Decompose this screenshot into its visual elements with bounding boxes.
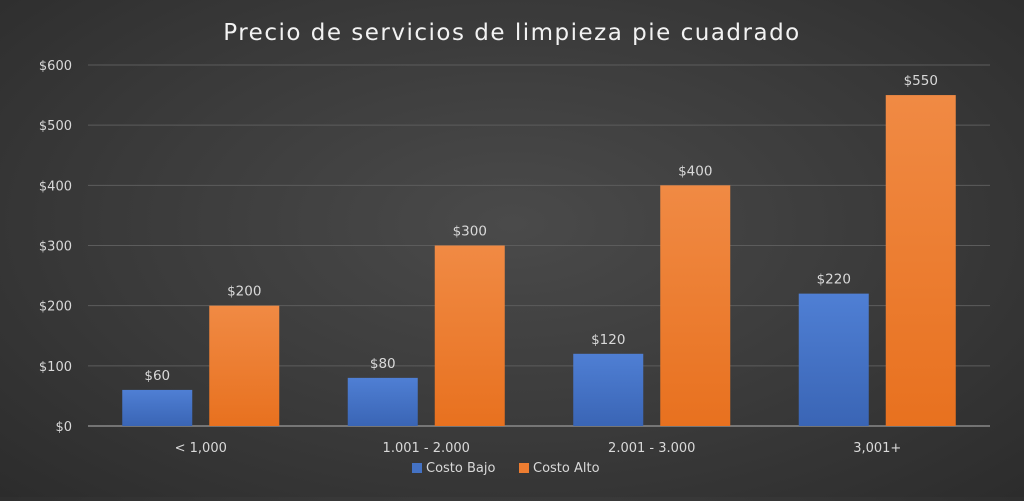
y-axis-ticks: $0 $100 $200 $300 $400 $500 $600	[39, 59, 72, 435]
y-tick-label: $200	[39, 300, 72, 315]
x-tick-label: < 1,000	[175, 441, 227, 456]
y-tick-label: $500	[39, 119, 72, 134]
bar-costo-alto	[434, 245, 505, 426]
chart-title: Precio de servicios de limpieza pie cuad…	[223, 20, 801, 46]
y-tick-label: $0	[55, 420, 72, 435]
data-label: $400	[678, 163, 712, 179]
data-label: $550	[904, 73, 938, 89]
bar-costo-bajo	[347, 377, 418, 426]
legend-swatch	[519, 463, 529, 473]
data-label: $220	[817, 272, 851, 288]
data-label: $200	[227, 284, 261, 300]
bars	[122, 95, 956, 426]
x-tick-label: 3,001+	[853, 441, 901, 456]
y-tick-label: $600	[39, 59, 72, 74]
bar-costo-bajo	[798, 293, 869, 426]
data-label: $300	[453, 224, 487, 240]
legend-label: Costo Alto	[533, 461, 600, 476]
legend-swatch	[412, 463, 422, 473]
data-label: $80	[370, 356, 396, 372]
legend-label: Costo Bajo	[426, 461, 495, 476]
x-axis-ticks: < 1,000 1.001 - 2.000 2.001 - 3.000 3,001+	[175, 441, 902, 456]
bar-costo-bajo	[573, 353, 644, 426]
y-tick-label: $400	[39, 179, 72, 194]
bar-costo-bajo	[122, 389, 193, 426]
x-tick-label: 1.001 - 2.000	[383, 441, 470, 456]
x-tick-label: 2.001 - 3.000	[608, 441, 695, 456]
y-tick-label: $100	[39, 360, 72, 375]
bar-costo-alto	[885, 95, 956, 426]
bar-costo-alto	[660, 185, 731, 426]
legend: Costo Bajo Costo Alto	[412, 461, 600, 476]
y-tick-label: $300	[39, 240, 72, 255]
data-labels: $60 $200 $80 $300 $120 $400 $220 $550	[144, 73, 938, 384]
data-label: $60	[144, 368, 170, 384]
data-label: $120	[591, 332, 625, 348]
bar-costo-alto	[209, 305, 280, 426]
